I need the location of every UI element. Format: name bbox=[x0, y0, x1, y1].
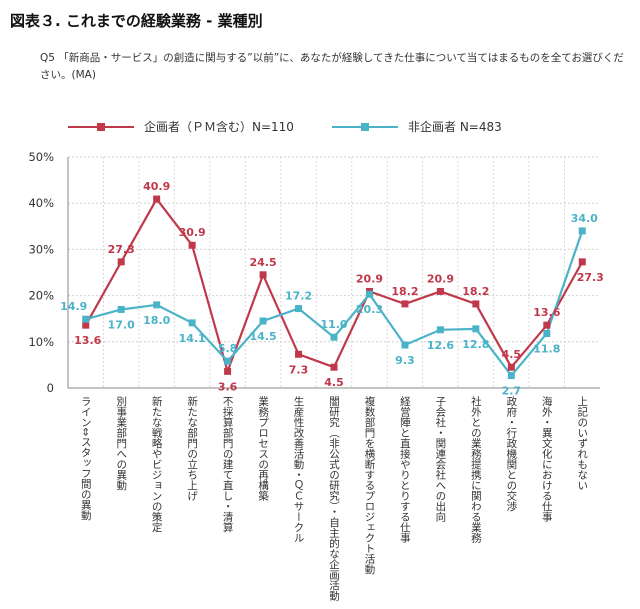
data-label-planner: 27.3 bbox=[577, 271, 604, 284]
data-point-planner bbox=[153, 195, 161, 203]
data-point-planner bbox=[82, 321, 90, 329]
x-tick-label: 不採算部門の建て直し・清算 bbox=[222, 396, 234, 533]
data-point-non-planner bbox=[436, 326, 444, 334]
data-label-non-planner: 11.8 bbox=[533, 342, 560, 355]
data-point-non-planner bbox=[188, 319, 196, 327]
data-label-planner: 20.9 bbox=[427, 272, 454, 285]
data-point-non-planner bbox=[330, 333, 338, 341]
data-point-planner bbox=[330, 363, 338, 371]
data-point-non-planner bbox=[578, 227, 586, 235]
x-tick-label: 新たな戦略やビジョンの策定 bbox=[151, 395, 163, 533]
y-tick-label: 20% bbox=[28, 289, 54, 303]
data-label-non-planner: 2.7 bbox=[502, 385, 522, 398]
x-tick-label: 海外・異文化における仕事 bbox=[541, 395, 553, 522]
y-tick-label: 30% bbox=[28, 242, 54, 256]
x-tick-label: 社外との業務提携に関わる業務 bbox=[470, 395, 482, 544]
data-label-planner: 18.2 bbox=[462, 285, 489, 298]
data-label-non-planner: 9.3 bbox=[395, 354, 415, 367]
data-label-non-planner: 20.3 bbox=[356, 303, 383, 316]
series-line-planner bbox=[84, 197, 584, 375]
data-point-planner bbox=[472, 300, 480, 308]
data-point-planner bbox=[295, 350, 303, 358]
data-label-planner: 40.9 bbox=[143, 180, 170, 193]
data-point-planner bbox=[259, 271, 267, 279]
x-tick-label: ライン⇔スタッフ間の異動 bbox=[80, 396, 92, 521]
data-label-non-planner: 18.0 bbox=[143, 314, 170, 327]
data-label-planner: 4.5 bbox=[324, 376, 344, 389]
data-label-planner: 27.3 bbox=[108, 243, 135, 256]
x-tick-label: 上記のいずれもない bbox=[576, 396, 588, 491]
data-point-planner bbox=[543, 321, 551, 329]
data-point-non-planner bbox=[401, 341, 409, 349]
data-point-planner bbox=[188, 241, 196, 249]
data-point-non-planner bbox=[259, 317, 267, 325]
data-label-non-planner: 5.8 bbox=[218, 342, 238, 355]
x-tick-label: 別事業部門への異動 bbox=[115, 396, 127, 491]
data-label-planner: 30.9 bbox=[179, 226, 206, 239]
x-tick-label: 新たな部門の立ち上げ bbox=[186, 395, 198, 501]
data-point-non-planner bbox=[153, 301, 161, 309]
y-tick-label: 50% bbox=[28, 150, 54, 164]
data-point-planner bbox=[578, 258, 586, 266]
data-label-non-planner: 14.1 bbox=[179, 332, 206, 345]
data-label-non-planner: 34.0 bbox=[571, 212, 598, 225]
x-tick-label: 生産性改善活動・ＱＣサークル bbox=[293, 395, 305, 543]
data-label-planner: 20.9 bbox=[356, 272, 383, 285]
x-tick-label: 政府・行政機関との交渉 bbox=[505, 395, 517, 512]
data-point-planner bbox=[436, 287, 444, 295]
question-number: Q5 bbox=[40, 52, 55, 64]
data-point-non-planner bbox=[224, 357, 232, 365]
x-tick-label: 複数部門を横断するプロジェクト活動 bbox=[363, 395, 375, 575]
data-point-planner bbox=[401, 300, 409, 308]
data-label-planner: 24.5 bbox=[249, 256, 276, 269]
data-label-non-planner: 12.6 bbox=[427, 339, 454, 352]
x-tick-label: 経営陣と直接やりとりする仕事 bbox=[399, 395, 411, 543]
data-label-planner: 13.6 bbox=[74, 334, 101, 347]
data-point-non-planner bbox=[82, 315, 90, 323]
data-point-planner bbox=[224, 367, 232, 375]
legend-marker-planner bbox=[97, 123, 105, 131]
question-text: Q5 「新商品・サービス」の創造に関与する”以前”に、あなたが経験してきた仕事に… bbox=[40, 50, 625, 84]
data-point-non-planner bbox=[295, 305, 303, 313]
x-tick-label: 子会社・関連会社への出向 bbox=[434, 396, 446, 522]
data-label-planner: 18.2 bbox=[391, 285, 418, 298]
chart-title: 図表３. これまでの経験業務 - 業種別 bbox=[10, 12, 263, 30]
data-point-planner bbox=[507, 363, 515, 371]
y-tick-label: 0 bbox=[47, 381, 54, 395]
data-point-planner bbox=[117, 258, 125, 266]
y-tick-label: 10% bbox=[28, 335, 54, 349]
data-label-non-planner: 17.2 bbox=[285, 290, 312, 303]
data-label-planner: 4.5 bbox=[502, 348, 522, 361]
data-label-non-planner: 17.0 bbox=[108, 318, 135, 331]
x-tick-label: 闇研究（非公式の研究）・自主的な企画活動 bbox=[328, 396, 340, 601]
legend-label-planner: 企画者（ＰＭ含む）N=110 bbox=[144, 120, 294, 134]
data-point-non-planner bbox=[365, 290, 373, 298]
data-label-planner: 13.6 bbox=[533, 306, 560, 319]
data-label-planner: 3.6 bbox=[218, 380, 238, 393]
legend-label-non-planner: 非企画者 N=483 bbox=[408, 120, 502, 134]
data-label-non-planner: 14.9 bbox=[60, 300, 87, 313]
data-label-non-planner: 12.8 bbox=[462, 338, 489, 351]
data-point-non-planner bbox=[543, 329, 551, 337]
data-label-non-planner: 14.5 bbox=[249, 330, 276, 343]
y-tick-label: 40% bbox=[28, 196, 54, 210]
x-tick-label: 業務プロセスの再構築 bbox=[257, 395, 269, 502]
data-point-non-planner bbox=[507, 372, 515, 380]
data-point-non-planner bbox=[472, 325, 480, 333]
data-label-non-planner: 11.0 bbox=[320, 318, 347, 331]
question-body: 「新商品・サービス」の創造に関与する”以前”に、あなたが経験してきた仕事について… bbox=[40, 52, 624, 81]
data-label-planner: 7.3 bbox=[289, 363, 309, 376]
data-point-non-planner bbox=[117, 305, 125, 313]
legend-marker-non-planner bbox=[361, 123, 369, 131]
